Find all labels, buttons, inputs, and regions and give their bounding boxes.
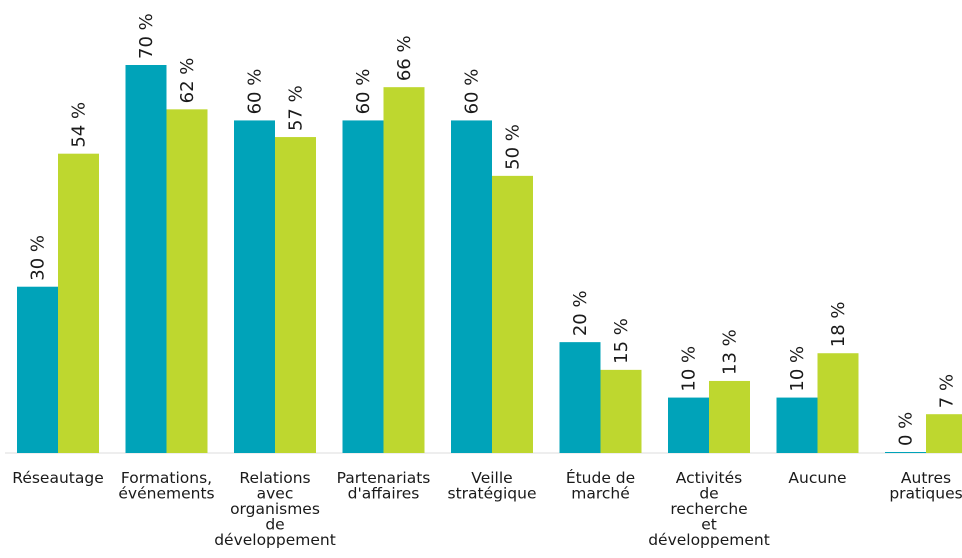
value-label-series2-8: 7 %: [937, 374, 958, 408]
value-label-series2-6: 13 %: [720, 329, 741, 375]
value-label-series1-7: 10 %: [787, 346, 808, 392]
category-label-line: pratiques: [889, 485, 962, 503]
bars-group: [17, 65, 962, 454]
value-label-series2-5: 15 %: [611, 318, 632, 364]
bar-series1-7: [776, 397, 818, 453]
category-label-8: Autres pratiques: [889, 469, 962, 503]
category-label-line: Veille: [471, 469, 512, 487]
category-label-line: de: [265, 516, 284, 534]
category-label-3: Partenariats d'affaires: [337, 469, 431, 503]
value-label-series2-3: 66 %: [394, 35, 415, 81]
bar-series1-0: [17, 286, 58, 453]
value-label-series1-3: 60 %: [353, 69, 374, 115]
category-label-0: Réseautage: [12, 469, 104, 487]
value-label-series1-0: 30 %: [28, 235, 49, 281]
value-label-series1-6: 10 %: [679, 346, 700, 392]
bar-series2-8: [926, 414, 962, 453]
category-label-line: avec: [257, 485, 294, 503]
bar-series2-6: [709, 380, 750, 453]
value-label-series2-0: 54 %: [69, 102, 90, 148]
category-label-line: d'affaires: [348, 485, 420, 503]
category-label-line: Étude de: [566, 468, 635, 487]
category-label-6: Activités de recherche et développement: [648, 469, 770, 549]
category-label-line: recherche: [670, 500, 747, 518]
value-label-series2-2: 57 %: [286, 85, 307, 131]
bar-series1-5: [559, 342, 601, 453]
category-label-1: Formations, événements: [118, 469, 214, 503]
category-labels-group: Réseautage Formations, événementsRelations…: [12, 468, 962, 549]
bar-series1-4: [451, 120, 492, 453]
category-label-2: Relations avec organismes de développement: [214, 469, 336, 549]
category-label-line: Relations: [239, 469, 310, 487]
bar-series2-3: [383, 87, 425, 454]
bar-series2-7: [817, 353, 859, 453]
bar-series1-6: [668, 397, 709, 453]
bar-series1-2: [234, 120, 275, 453]
category-label-line: Activités: [676, 469, 742, 487]
bar-series1-3: [342, 120, 384, 453]
value-label-series1-1: 70 %: [136, 13, 157, 59]
value-label-series2-7: 18 %: [828, 301, 849, 347]
category-label-5: Étude de marché: [566, 468, 635, 503]
value-label-series1-5: 20 %: [570, 290, 591, 336]
bar-series2-5: [600, 369, 642, 453]
category-label-line: marché: [571, 485, 630, 503]
value-label-series1-8: 0 %: [896, 412, 917, 446]
value-label-series2-1: 62 %: [177, 58, 198, 104]
category-label-line: stratégique: [448, 485, 537, 503]
value-labels-group: 30 % 54 % 70 % 62 % 60 % 57 % 60 % 66 % 60 % 50 %…: [28, 13, 958, 446]
category-label-line: développement: [214, 531, 336, 549]
category-label-line: Formations,: [121, 469, 212, 487]
value-label-series1-4: 60 %: [462, 69, 483, 115]
category-label-line: Réseautage: [12, 469, 104, 487]
category-label-line: de: [699, 485, 718, 503]
category-label-line: et: [701, 516, 717, 534]
bar-series2-4: [492, 175, 533, 453]
category-label-line: Autres: [901, 469, 951, 487]
bar-series1-8: [885, 452, 926, 453]
category-label-line: Partenariats: [337, 469, 431, 487]
bar-series2-1: [166, 109, 208, 453]
bar-series2-0: [58, 153, 99, 453]
bar-series1-1: [125, 65, 167, 453]
value-label-series2-4: 50 %: [503, 124, 524, 170]
category-label-line: Aucune: [788, 469, 846, 487]
category-label-line: événements: [118, 485, 214, 503]
category-label-7: Aucune: [788, 469, 846, 487]
value-label-series1-2: 60 %: [245, 69, 266, 115]
category-label-line: développement: [648, 531, 770, 549]
bar-series2-2: [275, 137, 316, 454]
category-label-4: Veille stratégique: [448, 469, 537, 503]
category-label-line: organismes: [230, 500, 320, 518]
